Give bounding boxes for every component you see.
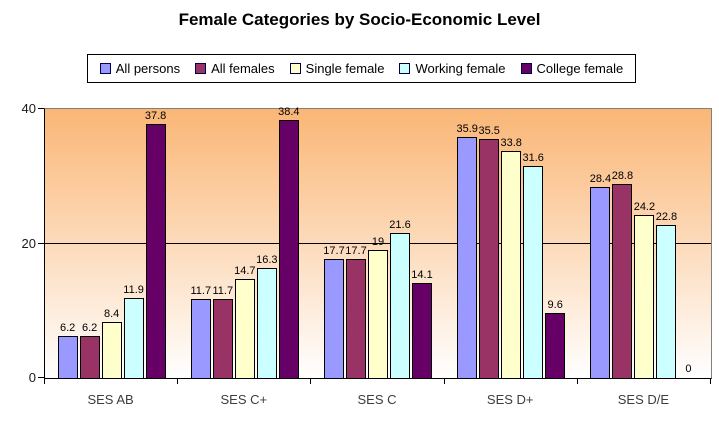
x-axis-tick	[443, 378, 445, 384]
bar-value-label: 31.6	[522, 151, 544, 164]
legend-label: All persons	[115, 61, 181, 76]
y-axis-label-20: 20	[21, 235, 36, 251]
bar-all-females: 6.2	[79, 322, 100, 378]
plot-area: 6.2 6.2 8.4 11.9 37.8 11.7 11.7 14.7 16.3 38.4 17.…	[44, 106, 712, 379]
bar-value-label: 14.1	[411, 269, 433, 282]
bar-value-label: 38.4	[278, 105, 300, 118]
legend-swatch-college-female	[520, 63, 532, 74]
bar-value-label: 16.3	[256, 254, 278, 267]
legend-label: College female	[536, 61, 624, 76]
bar-value-label: 0	[685, 363, 692, 375]
bar-college-female: 14.1	[411, 269, 433, 378]
x-axis-label-ses-d-e: SES D/E	[617, 392, 670, 407]
bar-single-female: 19	[368, 236, 388, 378]
legend-item: Working female	[399, 61, 506, 76]
legend-label: All females	[211, 61, 275, 76]
bar-group-ses-ab: 6.2 6.2 8.4 11.9 37.8	[45, 109, 178, 378]
bar-value-label: 21.6	[389, 218, 411, 231]
bar-college-female: 37.8	[145, 110, 166, 378]
bar-all-females: 17.7	[345, 245, 367, 378]
bar-value-label: 28.8	[611, 170, 634, 183]
legend-label: Single female	[305, 61, 385, 76]
legend-label: Working female	[415, 61, 506, 76]
bar-college-female: 38.4	[278, 106, 300, 378]
bar-working-female: 16.3	[256, 254, 278, 378]
legend: All persons All females Single female Worki…	[87, 54, 636, 83]
chart-title: Female Categories by Socio-Economic Leve…	[178, 10, 541, 29]
bar-value-label: 22.8	[655, 210, 678, 223]
bar-working-female: 11.9	[123, 284, 144, 378]
x-axis-tick	[44, 378, 45, 384]
bar-value-label: 17.7	[323, 244, 345, 257]
bar-all-persons: 35.9	[456, 123, 478, 378]
x-axis-labels: SES AB SES C+ SES C SES D+ SES D/E	[44, 392, 710, 407]
bar-value-label: 33.8	[500, 136, 522, 149]
x-axis-tick	[576, 378, 578, 384]
x-axis-label-ses-c+: SES C+	[220, 392, 268, 407]
bar-value-label: 8.4	[103, 307, 120, 320]
x-axis-tick	[310, 378, 312, 384]
y-axis-tick	[38, 377, 44, 378]
bar-all-persons: 6.2	[57, 322, 78, 378]
x-axis-label-ses-ab: SES AB	[87, 392, 134, 407]
gridline-20	[45, 243, 711, 244]
bar-single-female: 24.2	[634, 201, 655, 378]
bar-college-female: 9.6	[545, 299, 566, 378]
legend-swatch-all-persons	[99, 63, 111, 74]
bar-value-label: 6.2	[81, 322, 98, 335]
bar-all-persons: 17.7	[323, 245, 345, 378]
bar-value-label: 9.6	[547, 299, 563, 312]
bar-working-female: 22.8	[656, 211, 677, 378]
bar-working-female: 31.6	[522, 152, 544, 378]
bar-all-persons: 28.4	[590, 173, 611, 378]
x-axis-tick	[177, 378, 179, 384]
bar-group-ses-d-e: 28.4 28.8 24.2 22.8 0	[578, 109, 711, 378]
bar-all-females: 11.7	[213, 285, 233, 378]
bar-all-persons: 11.7	[191, 285, 211, 378]
x-axis-tick	[710, 378, 711, 384]
legend-item: All persons	[99, 61, 181, 76]
bar-all-females: 28.8	[612, 170, 633, 378]
bar-single-female: 8.4	[101, 308, 122, 378]
legend-swatch-working-female	[399, 63, 411, 74]
legend-swatch-single-female	[289, 63, 301, 74]
bar-value-label: 35.5	[478, 125, 500, 138]
bar-value-label: 6.2	[59, 322, 76, 335]
bar-value-label: 11.7	[212, 285, 234, 298]
legend-item: Single female	[289, 61, 385, 76]
bar-value-label: 37.8	[144, 109, 167, 122]
bar-value-label: 11.7	[190, 285, 212, 298]
legend-item: All females	[195, 61, 275, 76]
bar-value-label: 11.9	[123, 283, 144, 296]
bar-value-label: 35.9	[456, 122, 478, 135]
y-axis-label-0: 0	[28, 370, 36, 385]
y-axis-tick	[38, 108, 44, 109]
bar-single-female: 33.8	[500, 137, 522, 378]
bar-value-label: 17.7	[345, 244, 367, 257]
bar-working-female: 21.6	[389, 219, 411, 378]
y-axis-label-40: 40	[21, 101, 36, 116]
bar-all-females: 35.5	[478, 125, 500, 378]
bar-value-label: 24.2	[633, 201, 656, 214]
x-axis-label-ses-c: SES C	[357, 392, 397, 407]
bar-value-label: 19	[371, 236, 385, 249]
bar-single-female: 14.7	[234, 265, 256, 378]
legend-swatch-all-females	[195, 63, 207, 74]
bar-value-label: 28.4	[589, 173, 612, 186]
bar-groups: 6.2 6.2 8.4 11.9 37.8 11.7 11.7 14.7 16.3 38.4 17.…	[45, 106, 711, 378]
bar-group-ses-d+: 35.9 35.5 33.8 31.6 9.6	[445, 109, 578, 378]
bar-group-ses-c+: 11.7 11.7 14.7 16.3 38.4	[178, 106, 311, 378]
x-axis-label-ses-d+: SES D+	[486, 392, 534, 407]
bar-value-label: 14.7	[234, 265, 256, 278]
bar-group-ses-c: 17.7 17.7 19 21.6 14.1	[311, 109, 444, 378]
legend-item: College female	[520, 61, 624, 76]
y-axis-tick	[38, 242, 44, 244]
